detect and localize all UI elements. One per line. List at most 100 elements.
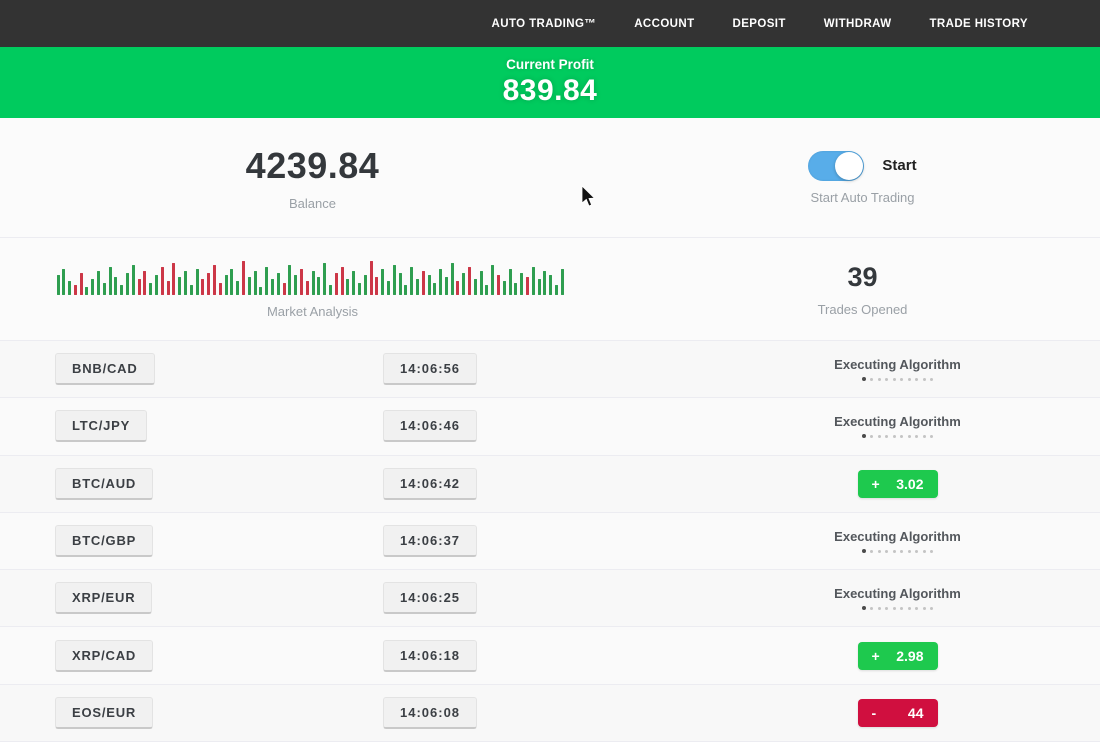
time-button[interactable]: 14:06:46 [383,410,478,443]
trade-row: XRP/CAD 14:06:18 +2.98 [0,627,1100,685]
market-bar [126,273,130,295]
executing-label: Executing Algorithm [834,357,961,373]
market-bar [381,269,385,295]
pair-button[interactable]: BTC/GBP [55,525,154,558]
market-bar [560,269,564,295]
market-bar [288,265,292,295]
time-button[interactable]: 14:06:25 [383,582,478,615]
market-bar [253,271,257,295]
trade-status: -44 [790,698,1005,727]
market-bar [68,281,72,295]
market-bar [340,267,344,295]
nav-trade-history[interactable]: TRADE HISTORY [929,17,1028,30]
market-bar [195,269,199,295]
market-bar [282,283,286,295]
time-button[interactable]: 14:06:18 [383,639,478,672]
trade-status: Executing Algorithm [790,357,1005,382]
market-analysis-block: Market Analysis [0,238,625,340]
market-bar [485,285,489,295]
market-bar [456,281,460,295]
market-bar [497,275,501,295]
pair-button[interactable]: EOS/EUR [55,696,154,729]
market-bar [305,281,309,295]
market-bar [230,269,234,295]
market-bar [184,271,188,295]
pair-button[interactable]: XRP/EUR [55,582,153,615]
time-button[interactable]: 14:06:56 [383,353,478,386]
market-bar [172,263,176,295]
market-row: Market Analysis 39 Trades Opened [0,237,1100,341]
toggle-label: Start [882,157,917,174]
market-bar [137,279,141,295]
auto-trading-toggle[interactable] [808,150,865,181]
market-bar [131,265,135,295]
executing-progress-dots [861,549,934,554]
executing-label: Executing Algorithm [834,529,961,545]
trade-status: Executing Algorithm [790,414,1005,439]
market-bar [369,261,373,295]
market-bar [404,285,408,295]
market-bar [520,273,524,295]
market-bar [102,283,106,295]
profit-badge: +2.98 [857,641,938,670]
market-bar [207,273,211,295]
executing-label: Executing Algorithm [834,414,961,430]
auto-trading-block: Start Start Auto Trading [625,118,1100,237]
current-profit-banner: Current Profit 839.84 [0,47,1100,118]
nav-auto-trading[interactable]: AUTO TRADING™ [491,17,597,30]
market-bar [526,277,530,295]
nav-deposit[interactable]: DEPOSIT [732,17,786,30]
market-bar [346,279,350,295]
pair-button[interactable]: LTC/JPY [55,410,148,443]
balance-value: 4239.84 [245,144,380,186]
market-bar [178,277,182,295]
balance-row: 4239.84 Balance Start Start Auto Trading [0,118,1100,237]
market-bar [427,275,431,295]
market-bar [462,273,466,295]
market-bar [549,275,553,295]
trade-status: Executing Algorithm [790,586,1005,611]
pair-button[interactable]: BNB/CAD [55,353,155,386]
nav-account[interactable]: ACCOUNT [634,17,695,30]
time-button[interactable]: 14:06:42 [383,467,478,500]
market-bar [201,279,205,295]
pair-button[interactable]: XRP/CAD [55,639,154,672]
market-analysis-chart [56,259,569,295]
market-bar [514,283,518,295]
executing-progress-dots [861,377,934,382]
market-bar [328,285,332,295]
market-bar [479,271,483,295]
pair-button[interactable]: BTC/AUD [55,467,154,500]
trades-opened-label: Trades Opened [817,301,908,317]
market-bar [334,273,338,295]
market-bar [415,279,419,295]
auto-trading-caption: Start Auto Trading [810,189,915,205]
executing-label: Executing Algorithm [834,586,961,602]
trade-row: EOS/EUR 14:06:08 -44 [0,684,1100,742]
market-bar [91,279,95,295]
market-bar [317,277,321,295]
market-bar [311,271,315,295]
nav-withdraw[interactable]: WITHDRAW [823,17,892,30]
market-bar [97,271,101,295]
market-bar [155,275,159,295]
market-bar [189,285,193,295]
loss-badge: -44 [857,698,938,727]
trade-row: BTC/GBP 14:06:37 Executing Algorithm [0,512,1100,571]
market-bar [160,267,164,295]
market-bar [468,267,472,295]
market-analysis-label: Market Analysis [266,304,359,319]
trade-status: Executing Algorithm [790,529,1005,554]
time-button[interactable]: 14:06:08 [383,696,478,729]
trade-status: +3.02 [790,469,1005,498]
time-button[interactable]: 14:06:37 [383,525,478,558]
market-bar [386,281,390,295]
market-bar [398,273,402,295]
market-bar [473,279,477,295]
market-bar [357,283,361,295]
market-bar [410,267,414,295]
market-bar [242,261,245,295]
market-bar [537,279,541,295]
market-bar [439,269,443,295]
market-bar [247,277,251,295]
